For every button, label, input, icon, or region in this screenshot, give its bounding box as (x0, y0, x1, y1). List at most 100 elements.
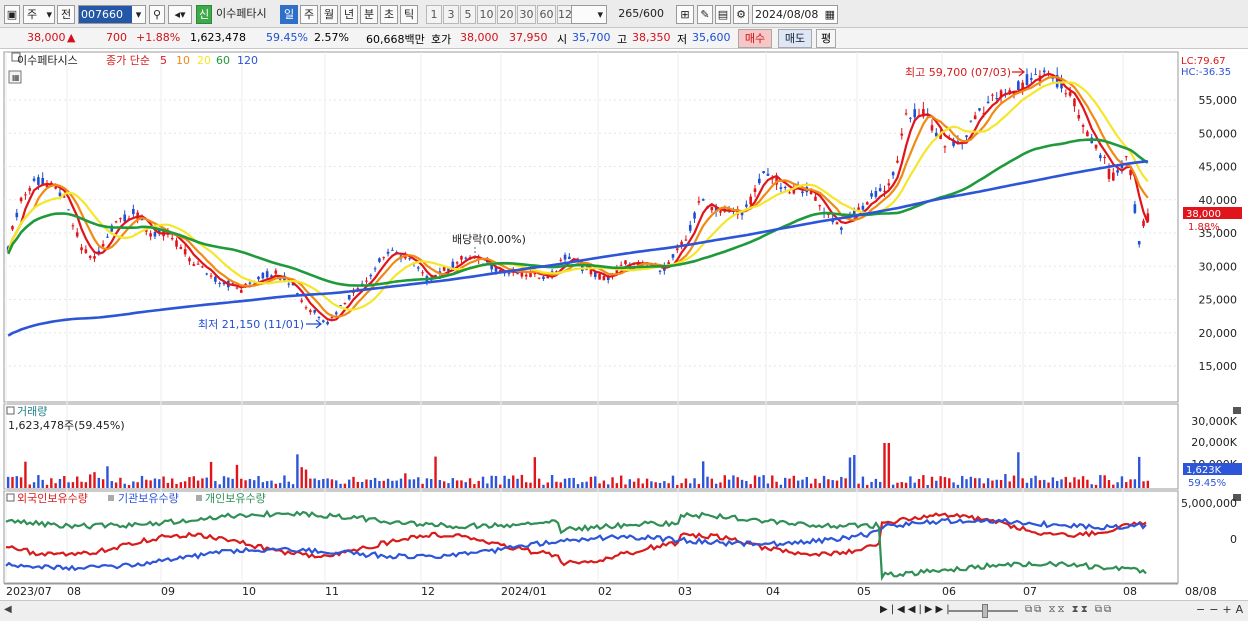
volume-bar (503, 475, 506, 488)
period-type-select[interactable]: 주 ▾ (23, 5, 55, 24)
volume-bar (512, 475, 515, 488)
volume-bar (827, 479, 830, 488)
volume-bar (663, 481, 666, 488)
candle-body (1073, 98, 1076, 107)
candle-body (1086, 131, 1089, 137)
candle-body (602, 276, 606, 281)
stock-chart[interactable]: 이수페타시스 종가 단순 5 10 20 60 120 ▦ LC:79.67 H… (0, 50, 1248, 621)
volume-bar (956, 484, 960, 488)
window-menu-icon[interactable]: ▣ (4, 5, 20, 24)
chart-scrollbar[interactable]: ◀ ▶|◀◀|▶▶| ⧉⧉ ⧖⧖ ⧗⧗ ⧉⧉ −−+A (0, 600, 1248, 621)
candle-body (1064, 93, 1068, 95)
period-button[interactable]: 주 (300, 5, 318, 24)
candle-body (67, 209, 70, 211)
chart-area[interactable]: 이수페타시스 종가 단순 5 10 20 60 120 ▦ LC:79.67 H… (0, 50, 1248, 621)
tick-interval-button[interactable]: 30 (517, 5, 536, 24)
search-icon[interactable]: ⚲ (149, 5, 165, 24)
tick-interval-button[interactable]: 10 (477, 5, 496, 24)
candle-body (870, 193, 873, 197)
volume-bar (598, 483, 601, 488)
tick-count-select[interactable]: ▾ (571, 5, 607, 24)
period-button[interactable]: 월 (320, 5, 338, 24)
tick-interval-button[interactable]: 20 (497, 5, 516, 24)
prev-button[interactable]: 전 (57, 5, 75, 24)
x-axis-label: 10 (242, 585, 256, 598)
candle-body (852, 209, 856, 217)
period-button[interactable]: 틱 (400, 5, 418, 24)
candle-body (1068, 92, 1072, 96)
candle-body (727, 209, 731, 211)
volume-bar (408, 479, 411, 488)
panel-checkbox-icon[interactable] (11, 52, 21, 62)
candle-body (278, 278, 282, 280)
volume-bar (1107, 480, 1111, 488)
candle-body (637, 262, 640, 267)
volume-bar (1068, 482, 1072, 488)
holding-lines (5, 509, 1147, 582)
gear-icon[interactable]: ⚙ (733, 5, 749, 24)
high-label: 고 (617, 33, 628, 46)
volume-bar (844, 478, 847, 488)
buy-button[interactable]: 매수 (738, 29, 772, 48)
volume-bar (835, 480, 839, 488)
speaker-icon[interactable]: ◂▾ (168, 5, 192, 24)
candle-body (300, 300, 304, 302)
holding-panel-checkbox[interactable] (6, 493, 15, 502)
period-button[interactable]: 분 (360, 5, 378, 24)
volume-bar (240, 478, 243, 488)
stock-code-input[interactable]: 007660 (78, 5, 146, 24)
price-tick-label: 40,000 (1199, 194, 1238, 207)
period-button[interactable]: 초 (380, 5, 398, 24)
candle-body (537, 277, 541, 279)
volume-bar (179, 482, 183, 488)
zoom-slider-thumb[interactable] (982, 604, 988, 618)
candle-body (887, 183, 891, 186)
tick-interval-button[interactable]: 5 (460, 5, 476, 24)
volume-bar (697, 483, 701, 488)
candle-body (1094, 144, 1098, 149)
code-dropdown-icon[interactable]: ▾ (132, 5, 146, 24)
period-button[interactable]: 일 (280, 5, 298, 24)
x-axis-label: 06 (942, 585, 956, 598)
low-price: 35,600 (692, 31, 731, 44)
volume-bar (1133, 479, 1137, 488)
eval-button[interactable]: 평 (816, 29, 836, 48)
volume-bar (11, 476, 14, 488)
bar-count-display[interactable]: 265/600 (610, 5, 668, 24)
volume-bar (1051, 477, 1055, 488)
candle-body (874, 191, 878, 197)
tick-interval-button[interactable]: 60 (537, 5, 556, 24)
zoom-controls[interactable]: −−+A (1196, 603, 1248, 616)
period-button[interactable]: 년 (340, 5, 358, 24)
candle-body (347, 294, 351, 300)
volume-bar (274, 483, 278, 488)
volume-panel-checkbox[interactable] (6, 406, 15, 415)
tick-interval-button[interactable]: 3 (443, 5, 459, 24)
volume-bar (76, 476, 79, 488)
tool-icons-row[interactable]: ⧉⧉ ⧖⧖ ⧗⧗ ⧉⧉ (1025, 604, 1114, 615)
volume-bar (654, 482, 657, 488)
volume-bar (706, 476, 709, 488)
sell-button[interactable]: 매도 (778, 29, 812, 48)
holding-panel-close-icon[interactable] (1233, 494, 1241, 501)
draw-icon[interactable]: ✎ (697, 5, 713, 24)
tick-interval-button[interactable]: 1 (426, 5, 442, 24)
candle-body (1029, 78, 1033, 80)
volume-panel-close-icon[interactable] (1233, 407, 1241, 414)
scroll-left-icon[interactable]: ◀ (4, 604, 12, 615)
volume-bar (1142, 481, 1145, 488)
date-input[interactable]: 2024/08/08 ▦ (752, 5, 838, 24)
tool-icon[interactable]: ⊞ (676, 5, 694, 24)
table-toggle-icon[interactable] (8, 70, 22, 84)
playback-controls[interactable]: ▶|◀◀|▶▶| (880, 604, 953, 615)
volume-bar (145, 479, 148, 488)
volume-bar (93, 472, 96, 488)
volume-bar (136, 482, 139, 488)
volume-bar (1125, 482, 1128, 488)
volume-bar (352, 476, 355, 488)
volume-bar (214, 481, 217, 488)
legend-individual: 개인보유수량 (205, 492, 266, 505)
volume-bar (831, 480, 834, 488)
save-icon[interactable]: ▤ (715, 5, 731, 24)
volume-bar (481, 476, 485, 488)
